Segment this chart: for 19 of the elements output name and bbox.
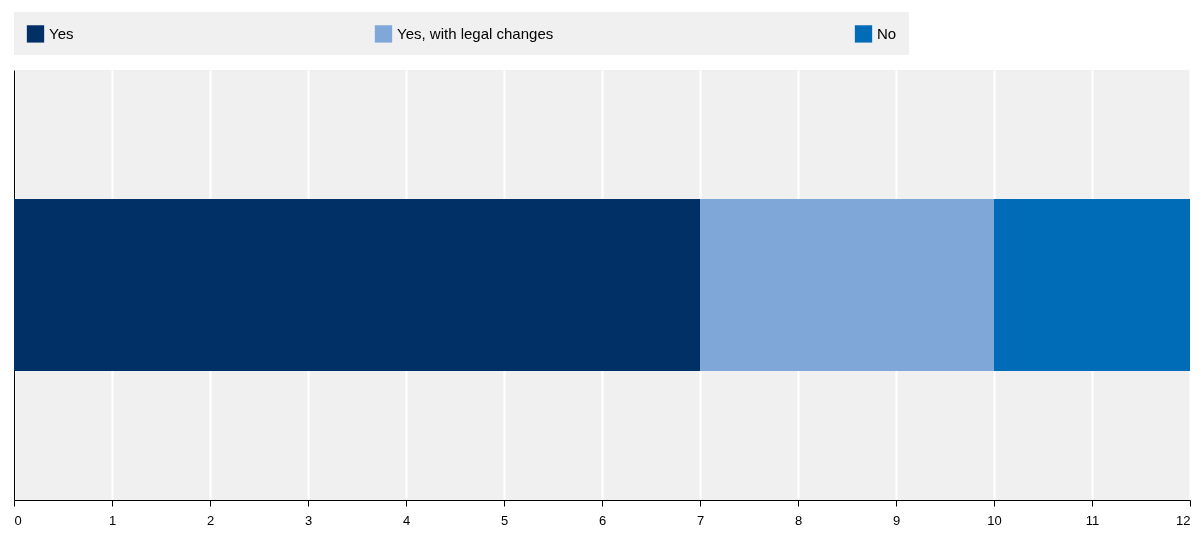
bar [14,199,700,371]
x-tick-label: 0 [14,512,22,528]
legend-label: Yes, with legal changes [397,24,554,42]
x-tick-label: 8 [794,512,803,528]
x-tick-label: 5 [500,512,509,528]
x-tick-label: 9 [892,512,901,528]
x-tick-label: 2 [206,512,215,528]
x-tick-label: 11 [1085,512,1100,528]
legend-label: Yes [49,24,74,42]
x-tick-label: 1 [108,512,117,528]
bar [994,199,1190,371]
legend-label: No [877,24,897,42]
x-tick-label: 12 [1176,512,1191,528]
x-tick-label: 6 [598,512,607,528]
x-tick-label: 3 [304,512,313,528]
bar [700,199,994,371]
x-tick-label: 4 [402,512,411,528]
x-tick-label: 10 [987,512,1002,528]
x-tick-label: 7 [696,512,705,528]
